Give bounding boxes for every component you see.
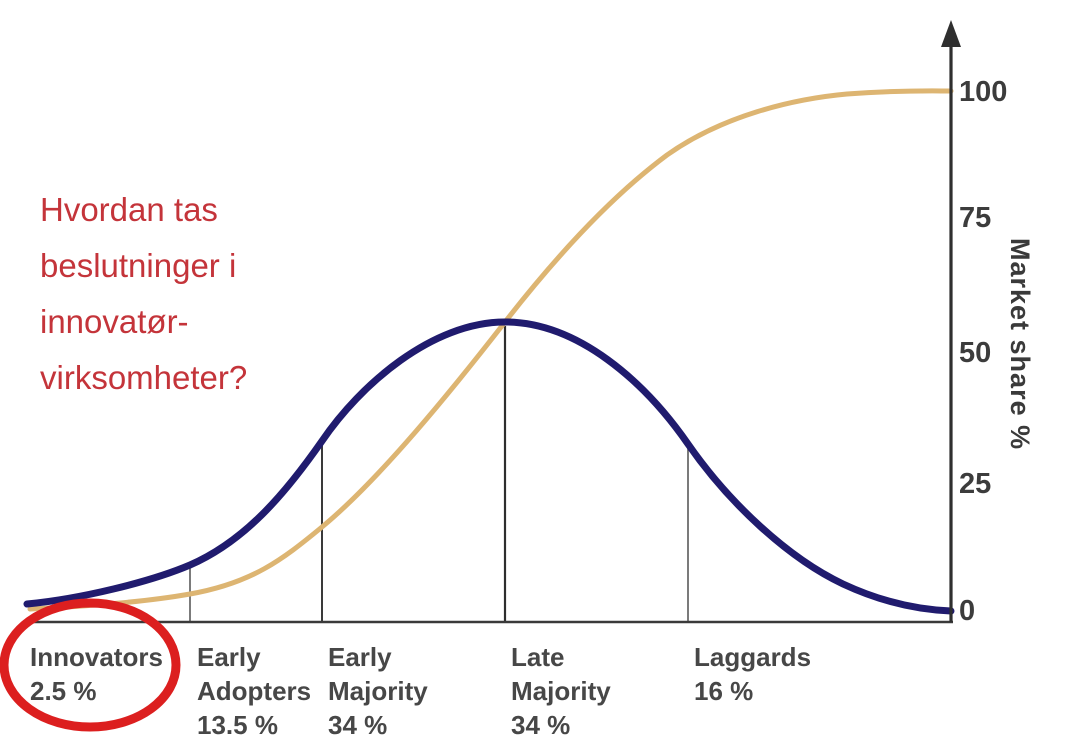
y-tick-100: 100 <box>959 76 1008 108</box>
segment-label-early-majority: Early Majority 34 % <box>328 640 428 742</box>
question-line-2: beslutninger i <box>40 247 237 284</box>
segment-share: 34 % <box>328 710 388 740</box>
question-line-3: innovatør- <box>40 303 189 340</box>
segment-share: 2.5 % <box>30 676 97 706</box>
highlight-ellipse-innovators <box>0 598 181 732</box>
segment-share: 13.5 % <box>197 710 278 740</box>
segment-share: 34 % <box>511 710 571 740</box>
segment-name: Innovators <box>30 642 163 672</box>
question-line-4: virksomheter? <box>40 359 248 396</box>
segment-name: Early <box>328 642 392 672</box>
y-tick-25: 25 <box>959 468 992 500</box>
segment-name-2: Majority <box>328 676 428 706</box>
segment-name: Laggards <box>694 642 812 672</box>
segment-share: 16 % <box>694 676 754 706</box>
segment-name: Late <box>511 642 565 672</box>
bell-curve-adopters <box>23 318 955 615</box>
segment-name-2: Majority <box>511 676 611 706</box>
segment-label-innovators: Innovators 2.5 % <box>30 640 163 708</box>
segment-label-late-majority: Late Majority 34 % <box>511 640 611 742</box>
segment-name: Early <box>197 642 261 672</box>
segment-name-2: Adopters <box>197 676 312 706</box>
segment-label-laggards: Laggards 16 % <box>694 640 811 708</box>
question-text: Hvordan tas beslutninger i innovatør- vi… <box>40 182 247 406</box>
y-axis-arrowhead-icon <box>941 20 961 47</box>
question-line-1: Hvordan tas <box>40 191 218 228</box>
y-axis-title: Market share % <box>1005 238 1035 451</box>
y-tick-0: 0 <box>959 595 976 627</box>
segment-label-early-adopters: Early Adopters 13.5 % <box>197 640 311 742</box>
y-tick-50: 50 <box>959 337 992 369</box>
y-tick-75: 75 <box>959 202 992 234</box>
